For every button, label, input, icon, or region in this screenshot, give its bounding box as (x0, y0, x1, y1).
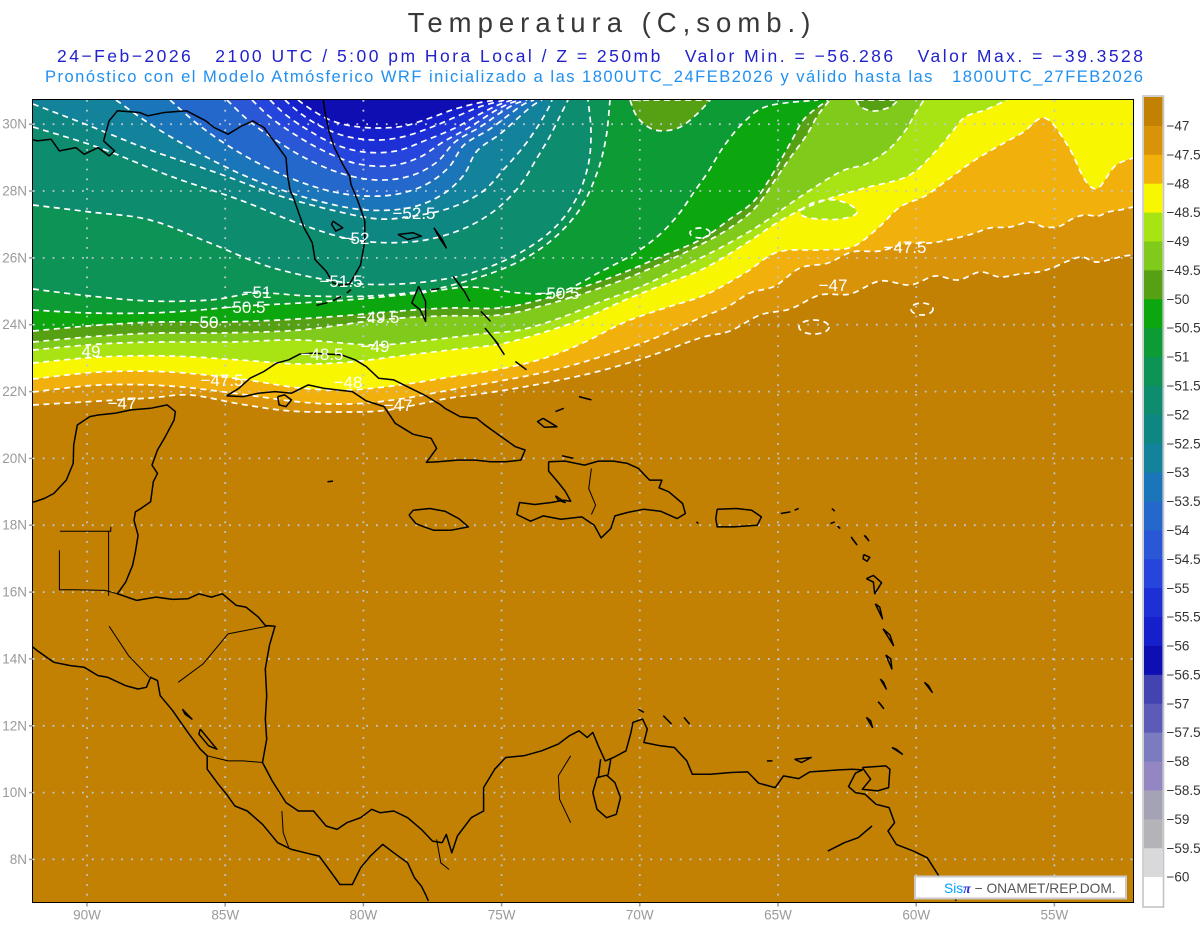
svg-text:80W: 80W (350, 908, 378, 923)
svg-text:24N: 24N (2, 317, 27, 332)
svg-text:10N: 10N (2, 785, 27, 800)
svg-text:−58: −58 (1167, 754, 1190, 769)
svg-text:−47: −47 (819, 276, 848, 295)
svg-text:30N: 30N (2, 117, 27, 132)
svg-text:−55: −55 (1167, 581, 1190, 596)
svg-text:−47.5: −47.5 (883, 238, 926, 257)
svg-text:16N: 16N (2, 585, 27, 600)
svg-text:−52.5: −52.5 (392, 204, 435, 223)
svg-text:55W: 55W (1041, 908, 1069, 923)
svg-text:−47: −47 (108, 394, 137, 413)
svg-text:75W: 75W (488, 908, 516, 923)
svg-text:−50: −50 (1167, 292, 1190, 307)
svg-text:14N: 14N (2, 651, 27, 666)
svg-text:−47.5: −47.5 (200, 371, 243, 390)
svg-text:70W: 70W (626, 908, 654, 923)
svg-text:26N: 26N (2, 250, 27, 265)
svg-text:85W: 85W (211, 908, 239, 923)
svg-text:−50.5: −50.5 (222, 298, 265, 317)
svg-text:−60: −60 (1167, 870, 1190, 885)
svg-text:−49: −49 (361, 337, 390, 356)
svg-text:−56: −56 (1167, 639, 1190, 654)
svg-text:−48.5: −48.5 (300, 345, 343, 364)
svg-text:−54.5: −54.5 (1167, 552, 1200, 567)
svg-text:24−Feb−2026 2100 UTC / 5:00: 24−Feb−2026 2100 UTC / 5:00 pm Hora Loca… (57, 46, 1143, 66)
svg-text:−52.5: −52.5 (1167, 436, 1200, 451)
svg-text:−53.5: −53.5 (1167, 494, 1200, 509)
svg-text:−47: −47 (384, 396, 413, 415)
svg-text:−49: −49 (1167, 234, 1190, 249)
svg-text:60W: 60W (902, 908, 930, 923)
svg-text:−48.5: −48.5 (1167, 205, 1200, 220)
svg-text:−50.5: −50.5 (536, 284, 579, 303)
svg-text:−50: −50 (190, 313, 219, 332)
svg-text:Pronóstico con el Modelo Atmós: Pronóstico con el Modelo Atmósferico WRF… (45, 68, 1143, 86)
svg-text:−51: −51 (243, 283, 272, 302)
svg-text:8N: 8N (10, 852, 27, 867)
svg-text:−49.5: −49.5 (1167, 263, 1200, 278)
svg-text:−57: −57 (1167, 696, 1190, 711)
svg-text:49: 49 (82, 342, 101, 361)
svg-text:−58.5: −58.5 (1167, 783, 1200, 798)
svg-text:−48: −48 (334, 373, 363, 392)
svg-text:−52: −52 (1167, 407, 1190, 422)
svg-text:−51.5: −51.5 (1167, 379, 1200, 394)
svg-text:65W: 65W (764, 908, 792, 923)
svg-text:12N: 12N (2, 718, 27, 733)
svg-text:−54: −54 (1167, 523, 1190, 538)
svg-text:−57.5: −57.5 (1167, 725, 1200, 740)
svg-text:90W: 90W (73, 908, 101, 923)
svg-text:−49.5: −49.5 (356, 308, 399, 327)
svg-text:Sisπ − ONAMET/REP.DOM.: Sisπ − ONAMET/REP.DOM. (944, 881, 1116, 896)
svg-text:22N: 22N (2, 384, 27, 399)
svg-text:−47.5: −47.5 (1167, 147, 1200, 162)
svg-text:−59.5: −59.5 (1167, 841, 1200, 856)
svg-text:−51.5: −51.5 (319, 272, 362, 291)
svg-text:−59: −59 (1167, 812, 1190, 827)
svg-text:−47: −47 (1167, 119, 1190, 134)
svg-text:28N: 28N (2, 184, 27, 199)
svg-text:18N: 18N (2, 518, 27, 533)
svg-text:−55.5: −55.5 (1167, 610, 1200, 625)
svg-text:−48: −48 (1167, 176, 1190, 191)
svg-text:−51: −51 (1167, 350, 1190, 365)
svg-text:−53: −53 (1167, 465, 1190, 480)
svg-text:−50.5: −50.5 (1167, 321, 1200, 336)
svg-text:−56.5: −56.5 (1167, 668, 1200, 683)
svg-text:20N: 20N (2, 451, 27, 466)
svg-text:Temperatura (C,somb.): Temperatura (C,somb.) (408, 7, 817, 38)
svg-text:−52: −52 (341, 229, 370, 248)
